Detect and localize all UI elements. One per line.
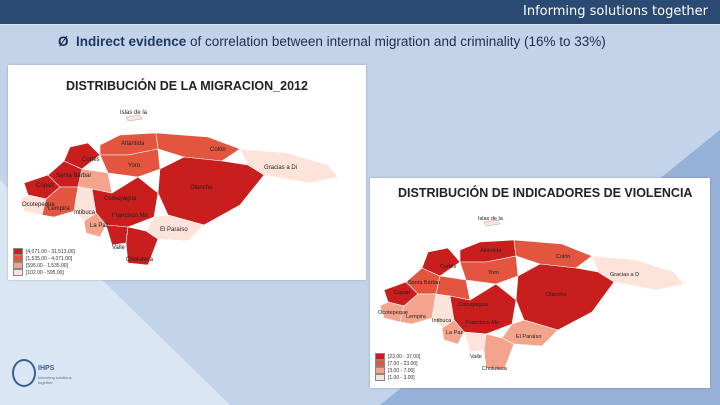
map-label: Olancho bbox=[546, 292, 567, 298]
map-label: Choluteca bbox=[482, 366, 508, 372]
map-label: Cortés bbox=[82, 157, 100, 163]
bullet-arrow-icon: Ø bbox=[58, 34, 69, 49]
map-label: La Paz bbox=[446, 330, 463, 336]
map-label: Valle bbox=[112, 245, 126, 251]
bullet-text: of correlation between internal migratio… bbox=[186, 34, 606, 49]
map-label: Intibuca bbox=[432, 318, 452, 324]
logo-subtitle: Informing solutions together bbox=[38, 375, 72, 385]
map-label: Islas de la bbox=[478, 216, 504, 222]
legend-label: [23.00 - 37.00] bbox=[388, 353, 421, 360]
region-cortes bbox=[421, 247, 461, 277]
header-tagline: Informing solutions together bbox=[523, 4, 708, 19]
region-islas bbox=[125, 114, 143, 122]
violence-map-image: Islas de la Atlántida Colón Cortés Yoro … bbox=[370, 178, 710, 388]
bullet-bold-text: Indirect evidence bbox=[76, 34, 187, 49]
map-label: Copan bbox=[36, 183, 54, 189]
region-colon bbox=[155, 132, 241, 162]
map-label: Comayagua bbox=[458, 302, 489, 308]
map-label: Ocotepeque bbox=[378, 310, 408, 316]
legend-label: [595.00 - 1,535.00] bbox=[26, 262, 68, 269]
region-la-paz bbox=[441, 319, 465, 345]
legend-label: [102.00 - 595.00] bbox=[26, 269, 64, 276]
map-label: Santa Bárbar bbox=[408, 280, 441, 286]
legend-label: [7.00 - 23.00] bbox=[388, 360, 418, 367]
map-label: Cortés bbox=[440, 264, 456, 270]
map-label: Atlántida bbox=[121, 141, 145, 147]
map-label: Intibuca bbox=[74, 210, 96, 216]
map-label: La Paz bbox=[90, 223, 109, 229]
map-label: Ocotepeque bbox=[22, 202, 55, 208]
region-comayagua bbox=[435, 275, 471, 301]
map-label: Olancho bbox=[190, 185, 213, 191]
migration-map-legend: [4,071.00 - 31,513.00] [1,535.00 - 4,071… bbox=[13, 248, 75, 276]
logo-mark-icon bbox=[12, 359, 36, 387]
region-olancho bbox=[157, 156, 265, 226]
region-valle bbox=[105, 224, 129, 246]
region-comayagua bbox=[77, 168, 113, 194]
map-label: Yoro bbox=[488, 270, 499, 276]
map-label: Valle bbox=[470, 354, 482, 360]
map-label: Francisco Mo bbox=[466, 320, 499, 326]
migration-map-image: Islas de la Atlántida Colón Cortés Yoro … bbox=[8, 65, 366, 280]
violence-map: Islas de la Atlántida Colón Cortés Yoro … bbox=[378, 216, 685, 372]
legend-label: [1,535.00 - 4,071.00] bbox=[26, 255, 73, 262]
map-label: Colón bbox=[556, 254, 570, 260]
violence-map-title: DISTRIBUCIÓN DE INDICADORES DE VIOLENCIA bbox=[398, 186, 693, 200]
legend-label: [3.00 - 7.00] bbox=[388, 367, 415, 374]
region-la-paz bbox=[83, 212, 107, 238]
ihps-logo: IHPS Informing solutions together bbox=[10, 355, 72, 397]
map-label: Gracias a D bbox=[610, 272, 639, 278]
map-label: El Paraíso bbox=[516, 334, 541, 340]
map-label: Francisco Mo bbox=[112, 213, 149, 219]
logo-acronym: IHPS bbox=[38, 365, 55, 372]
map-label: Santa Bárbar bbox=[56, 173, 91, 179]
map-label: Comayagua bbox=[104, 196, 137, 202]
region-choluteca bbox=[125, 226, 159, 266]
region-valle bbox=[463, 331, 487, 353]
map-label: Colón bbox=[210, 147, 226, 153]
map-label: Choluteca bbox=[126, 257, 154, 263]
map-label: Islas de la bbox=[120, 110, 148, 116]
map-label: Lempira bbox=[48, 206, 70, 212]
region-choluteca bbox=[483, 333, 515, 371]
region-cortes bbox=[63, 142, 101, 170]
bullet-point: Ø Indirect evidence of correlation betwee… bbox=[58, 34, 606, 49]
migration-map: Islas de la Atlántida Colón Cortés Yoro … bbox=[19, 110, 339, 266]
map-label: Gracias a Di bbox=[264, 165, 297, 171]
violence-map-legend: [23.00 - 37.00] [7.00 - 23.00] [3.00 - 7… bbox=[375, 353, 420, 381]
map-label: Atlántida bbox=[480, 248, 502, 254]
migration-map-title: DISTRIBUCIÓN DE LA MIGRACION_2012 bbox=[66, 79, 308, 93]
legend-label: [4,071.00 - 31,513.00] bbox=[26, 248, 75, 255]
region-olancho bbox=[515, 263, 615, 331]
region-colon bbox=[513, 239, 593, 269]
header-bar: Informing solutions together bbox=[0, 0, 720, 25]
region-islas bbox=[483, 219, 501, 227]
map-label: Copan bbox=[394, 290, 410, 296]
map-label: El Paraíso bbox=[160, 227, 188, 233]
map-label: Yoro bbox=[128, 163, 141, 169]
map-label: Lempira bbox=[406, 314, 427, 320]
legend-label: [1.00 - 3.00] bbox=[388, 374, 415, 381]
